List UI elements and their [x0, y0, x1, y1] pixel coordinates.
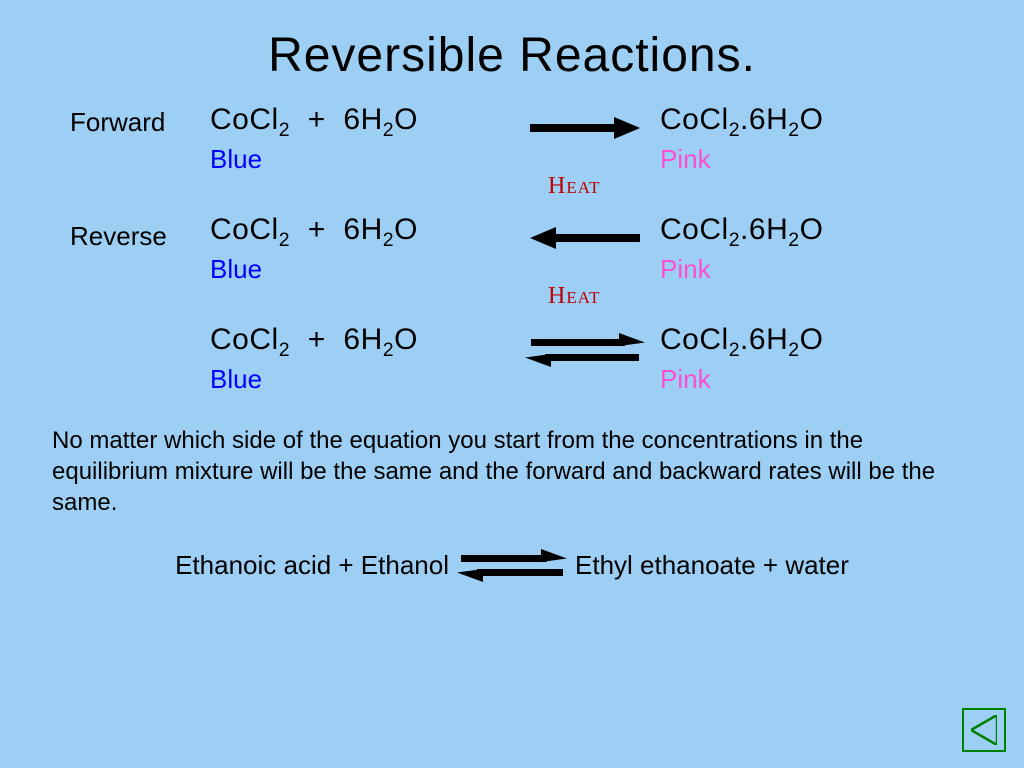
- equilibrium-left-formula: CoCl2 + 6H2O: [210, 323, 520, 362]
- equilibrium-products: CoCl2.6H2O Pink: [650, 323, 930, 395]
- bottom-left: Ethanoic acid + Ethanol: [175, 550, 449, 581]
- equilibrium-left-color: Blue: [210, 364, 520, 395]
- forward-left-color: Blue: [210, 144, 520, 175]
- forward-left-formula: CoCl2 + 6H2O: [210, 103, 520, 142]
- equilibrium-arrow-icon: [525, 329, 645, 371]
- reverse-products: CoCl2.6H2O Pink: [650, 213, 930, 285]
- reverse-left-formula: CoCl2 + 6H2O: [210, 213, 520, 252]
- reverse-row: Reverse CoCl2 + 6H2O Blue Heat CoCl2.6H2…: [70, 213, 1024, 323]
- forward-arrow-icon: [530, 115, 640, 141]
- forward-arrow-col: Heat: [520, 103, 650, 141]
- reverse-arrow-col: Heat: [520, 213, 650, 251]
- page-title: Reversible Reactions.: [0, 0, 1024, 93]
- bottom-equilibrium-arrow-icon: [457, 547, 567, 585]
- forward-right-formula: CoCl2.6H2O: [660, 103, 930, 142]
- reverse-arrow-icon: [530, 225, 640, 251]
- bottom-equation: Ethanoic acid + Ethanol Ethyl ethanoate …: [0, 547, 1024, 585]
- forward-right-color: Pink: [660, 144, 930, 175]
- forward-label: Forward: [70, 103, 200, 138]
- equilibrium-label: [70, 323, 200, 327]
- reverse-right-formula: CoCl2.6H2O: [660, 213, 930, 252]
- equilibrium-right-formula: CoCl2.6H2O: [660, 323, 930, 362]
- heat-label-2: Heat: [548, 283, 601, 310]
- reverse-left-color: Blue: [210, 254, 520, 285]
- forward-row: Forward CoCl2 + 6H2O Blue Heat CoCl2.6H2…: [70, 103, 1024, 213]
- equilibrium-right-color: Pink: [660, 364, 930, 395]
- equilibrium-reactants: CoCl2 + 6H2O Blue: [200, 323, 520, 395]
- equations-block: Forward CoCl2 + 6H2O Blue Heat CoCl2.6H2…: [70, 103, 1024, 413]
- triangle-left-icon: [971, 715, 997, 745]
- equilibrium-arrow-col: [520, 323, 650, 371]
- explanation-text: No matter which side of the equation you…: [0, 413, 1024, 519]
- reverse-reactants: CoCl2 + 6H2O Blue: [200, 213, 520, 285]
- prev-slide-button[interactable]: [962, 708, 1006, 752]
- equilibrium-row: CoCl2 + 6H2O Blue CoCl2.6H2O Pink: [70, 323, 1024, 413]
- forward-reactants: CoCl2 + 6H2O Blue: [200, 103, 520, 175]
- reverse-right-color: Pink: [660, 254, 930, 285]
- reverse-label: Reverse: [70, 213, 200, 252]
- forward-products: CoCl2.6H2O Pink: [650, 103, 930, 175]
- heat-label-1: Heat: [548, 173, 601, 200]
- bottom-right: Ethyl ethanoate + water: [575, 550, 849, 581]
